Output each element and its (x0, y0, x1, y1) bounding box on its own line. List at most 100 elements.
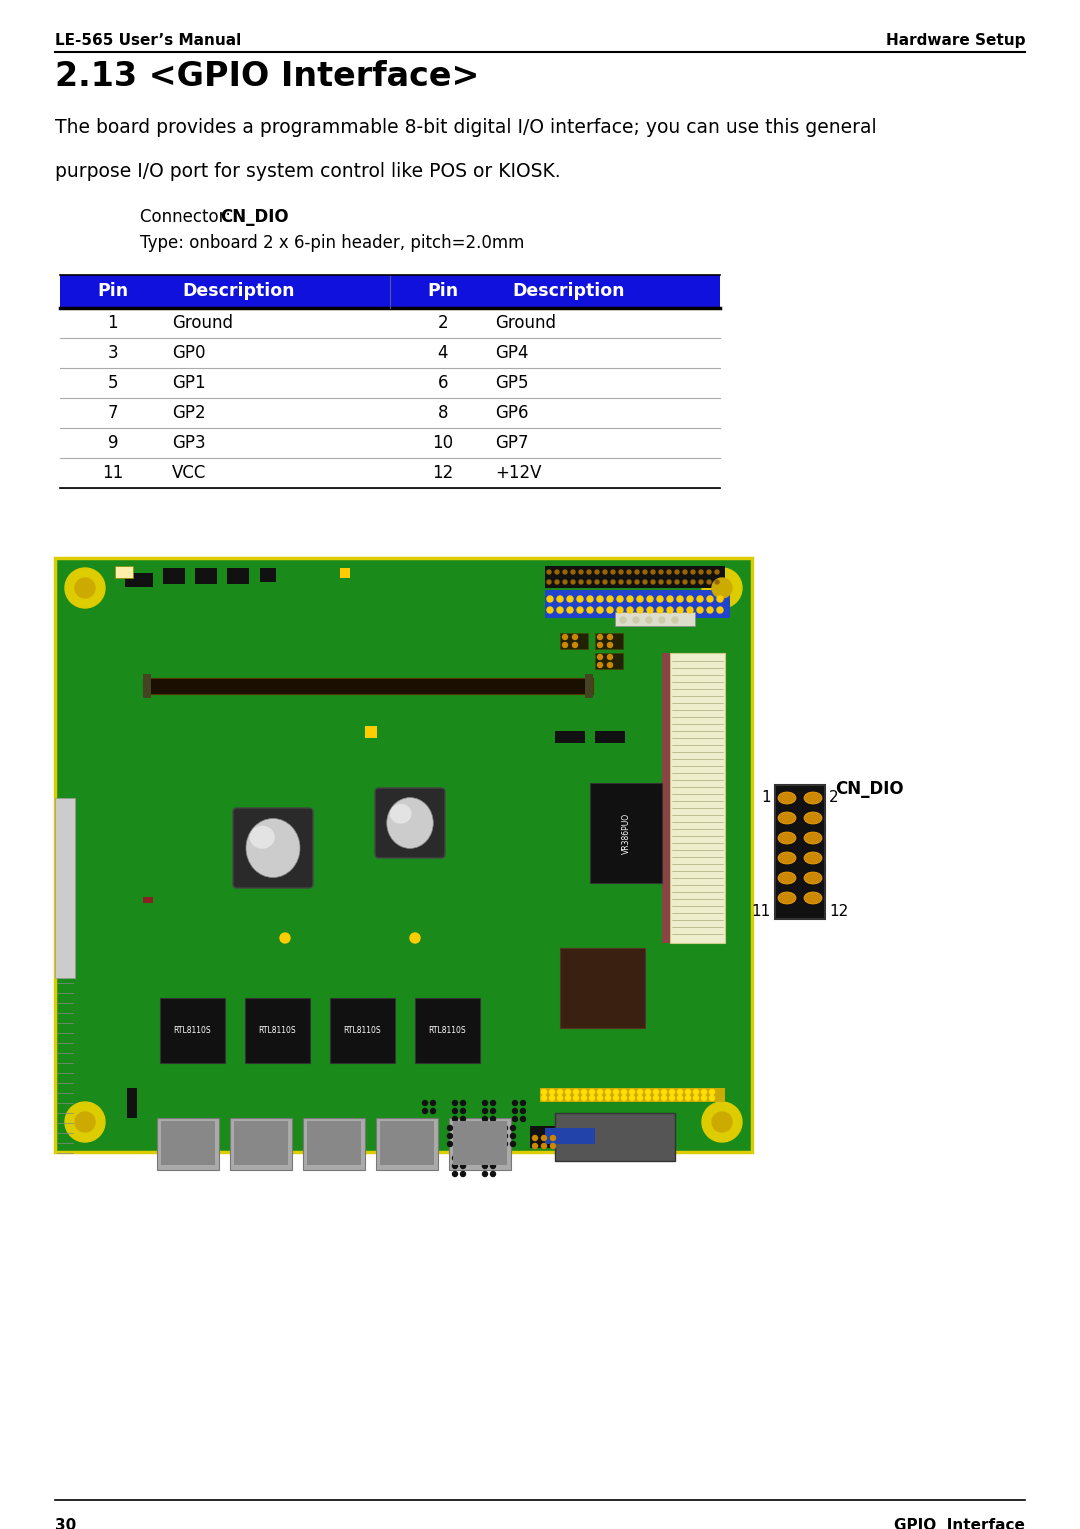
Circle shape (571, 579, 575, 584)
Circle shape (557, 1095, 563, 1101)
Circle shape (661, 1095, 666, 1101)
Circle shape (573, 1090, 579, 1095)
Circle shape (697, 596, 703, 602)
Circle shape (619, 570, 623, 573)
Bar (125, 573, 153, 587)
Bar (670, 653, 725, 943)
Circle shape (483, 1164, 487, 1168)
Circle shape (555, 579, 559, 584)
Text: Hardware Setup: Hardware Setup (886, 34, 1025, 47)
Circle shape (699, 570, 703, 573)
Text: 2: 2 (829, 790, 839, 806)
Text: 12: 12 (829, 905, 848, 919)
Bar (590, 783, 662, 884)
Circle shape (659, 618, 665, 622)
Circle shape (581, 1095, 586, 1101)
Text: GP4: GP4 (496, 344, 529, 362)
Circle shape (651, 579, 654, 584)
Circle shape (597, 642, 603, 647)
Circle shape (456, 1142, 460, 1147)
Text: 1: 1 (108, 313, 118, 332)
Circle shape (490, 1164, 496, 1168)
Circle shape (670, 1090, 675, 1095)
Circle shape (707, 607, 713, 613)
Circle shape (651, 570, 654, 573)
Text: RTL8110S: RTL8110S (429, 1026, 467, 1035)
Circle shape (627, 596, 633, 602)
Circle shape (702, 1095, 706, 1101)
Text: GP3: GP3 (172, 434, 206, 453)
Bar (365, 726, 377, 739)
Circle shape (546, 579, 551, 584)
Bar (585, 674, 593, 699)
Bar (55, 798, 75, 979)
Text: 30: 30 (55, 1518, 77, 1529)
Bar (227, 567, 249, 584)
Ellipse shape (778, 792, 796, 804)
Circle shape (607, 596, 613, 602)
Ellipse shape (778, 891, 796, 904)
Bar (260, 567, 276, 583)
Circle shape (667, 607, 673, 613)
Circle shape (572, 635, 578, 639)
Circle shape (456, 1133, 460, 1139)
Text: CN_DIO: CN_DIO (835, 780, 904, 798)
Circle shape (667, 570, 671, 573)
Bar (230, 1118, 292, 1170)
Bar (127, 1089, 137, 1118)
Circle shape (410, 933, 420, 943)
Circle shape (590, 1095, 594, 1101)
Circle shape (603, 579, 607, 584)
Circle shape (712, 578, 732, 598)
Circle shape (637, 1090, 643, 1095)
Circle shape (460, 1164, 465, 1168)
Circle shape (546, 570, 551, 573)
Bar (545, 1128, 595, 1144)
Bar (555, 1113, 675, 1161)
Text: GP6: GP6 (496, 404, 529, 422)
Circle shape (546, 596, 553, 602)
Circle shape (606, 1095, 610, 1101)
Bar (380, 1121, 434, 1165)
Circle shape (566, 1090, 570, 1095)
Circle shape (707, 596, 713, 602)
Text: purpose I/O port for system control like POS or KIOSK.: purpose I/O port for system control like… (55, 162, 561, 180)
Circle shape (667, 579, 671, 584)
Bar (234, 1121, 288, 1165)
Circle shape (65, 567, 105, 609)
Bar (449, 1118, 511, 1170)
Circle shape (691, 570, 696, 573)
Circle shape (707, 570, 711, 573)
Circle shape (490, 1156, 496, 1161)
Circle shape (715, 579, 719, 584)
Text: 7: 7 (108, 404, 118, 422)
Circle shape (675, 570, 679, 573)
Circle shape (588, 596, 593, 602)
Circle shape (502, 1142, 508, 1147)
Circle shape (603, 570, 607, 573)
Circle shape (619, 579, 623, 584)
Circle shape (633, 618, 639, 622)
Circle shape (572, 642, 578, 647)
Text: GP5: GP5 (496, 375, 529, 391)
Circle shape (551, 1136, 555, 1141)
Circle shape (513, 1116, 517, 1121)
Circle shape (607, 607, 613, 613)
Circle shape (483, 1156, 487, 1161)
Text: VCC: VCC (172, 463, 206, 482)
Circle shape (511, 1125, 515, 1130)
Circle shape (453, 1171, 458, 1176)
Text: GP7: GP7 (496, 434, 529, 453)
Circle shape (677, 607, 683, 613)
Circle shape (447, 1125, 453, 1130)
Text: 6: 6 (437, 375, 448, 391)
Circle shape (502, 1125, 508, 1130)
Bar (530, 1125, 562, 1148)
Circle shape (579, 579, 583, 584)
Circle shape (75, 578, 95, 598)
Circle shape (460, 1101, 465, 1105)
Circle shape (555, 570, 559, 573)
Text: 2: 2 (437, 313, 448, 332)
Circle shape (431, 1109, 435, 1113)
Circle shape (571, 570, 575, 573)
